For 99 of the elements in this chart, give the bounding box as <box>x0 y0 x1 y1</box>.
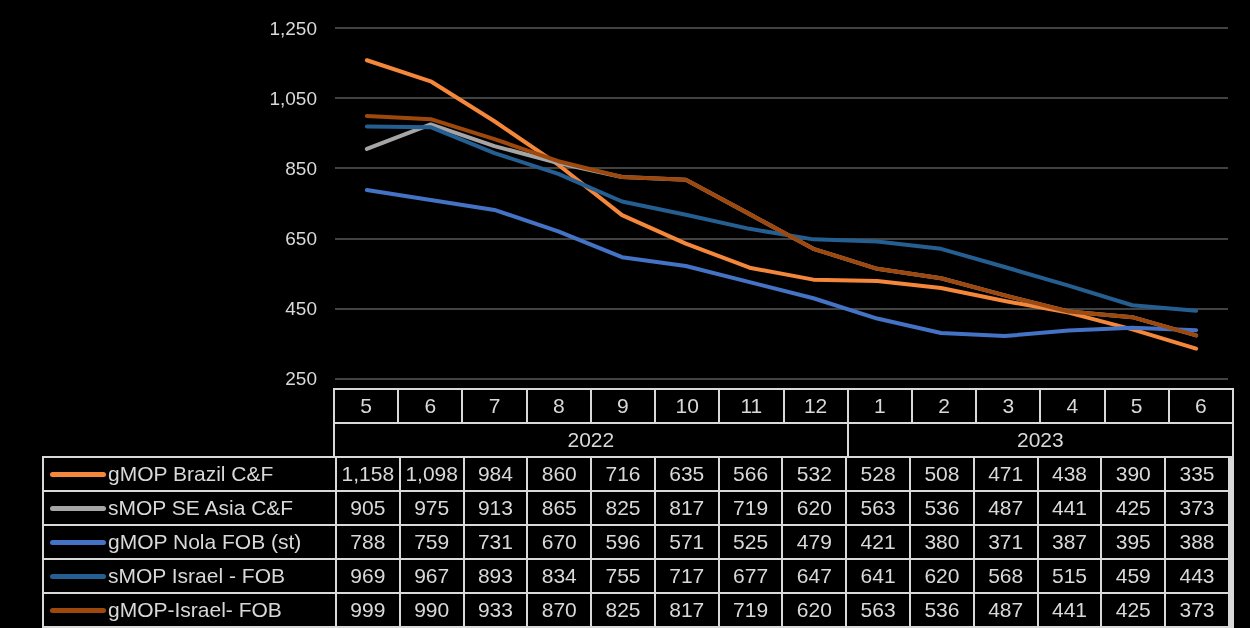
data-label: 515 <box>1038 560 1101 592</box>
data-label: 532 <box>783 458 846 490</box>
x-tick-label: 12 <box>784 390 847 422</box>
y-tick-label: 1,250 <box>269 17 317 39</box>
data-label: 755 <box>592 560 654 592</box>
x-tick-label: 3 <box>977 390 1040 422</box>
data-label: 571 <box>655 526 718 558</box>
data-label: 441 <box>1038 492 1101 524</box>
x-tick-label: 2 <box>912 390 976 422</box>
x-tick-label: 11 <box>720 390 783 422</box>
data-label: 913 <box>464 492 527 524</box>
x-tick-label: 9 <box>591 390 655 422</box>
data-label: 817 <box>655 492 718 524</box>
x-tick-label: 6 <box>399 390 462 422</box>
x-tick-label: 5 <box>1105 390 1168 422</box>
data-label: 387 <box>1038 526 1101 558</box>
x-tick-label: 4 <box>1041 390 1104 422</box>
data-label: 528 <box>847 458 910 490</box>
data-label: 563 <box>847 594 910 626</box>
data-label: 933 <box>464 594 527 626</box>
text: 2023 <box>848 424 1232 456</box>
data-label: 731 <box>464 526 527 558</box>
data-label: 395 <box>1102 526 1165 558</box>
data-label: 443 <box>1166 560 1228 592</box>
data-label: 1,158 <box>337 458 399 490</box>
data-label: 825 <box>592 492 654 524</box>
data-label: 373 <box>1166 492 1228 524</box>
x-tick-label: 10 <box>656 390 719 422</box>
data-label: 487 <box>974 492 1037 524</box>
x-tick-label: 8 <box>527 390 590 422</box>
data-label: 999 <box>337 594 399 626</box>
y-tick-label: 850 <box>285 157 317 179</box>
data-label: 390 <box>1102 458 1165 490</box>
x-tick-label: 5 <box>335 390 398 422</box>
data-label: 525 <box>719 526 782 558</box>
data-label: 536 <box>911 492 973 524</box>
data-label: 719 <box>719 594 782 626</box>
legend-label: gMOP-Israel- FOB <box>108 598 282 622</box>
data-label: 373 <box>1166 594 1228 626</box>
data-label: 441 <box>1038 594 1101 626</box>
x-tick-label: 7 <box>463 390 526 422</box>
data-label: 425 <box>1102 594 1165 626</box>
data-label: 647 <box>783 560 846 592</box>
data-label: 870 <box>528 594 591 626</box>
data-label: 508 <box>911 458 973 490</box>
data-label: 421 <box>847 526 910 558</box>
data-label: 967 <box>400 560 463 592</box>
data-label: 717 <box>655 560 718 592</box>
y-tick-label: 450 <box>285 297 317 319</box>
data-label: 620 <box>911 560 973 592</box>
data-label: 620 <box>783 492 846 524</box>
data-label: 566 <box>719 458 782 490</box>
data-label: 905 <box>337 492 399 524</box>
data-label: 788 <box>337 526 399 558</box>
data-label: 670 <box>528 526 591 558</box>
data-label: 759 <box>400 526 463 558</box>
data-label: 568 <box>974 560 1037 592</box>
data-label: 487 <box>974 594 1037 626</box>
data-label: 380 <box>911 526 973 558</box>
text: 2022 <box>335 424 847 456</box>
data-label: 969 <box>337 560 399 592</box>
y-tick-label: 1,050 <box>269 87 317 109</box>
line-series <box>364 58 1199 351</box>
data-label: 438 <box>1038 458 1101 490</box>
data-label: 635 <box>655 458 718 490</box>
data-label: 596 <box>592 526 654 558</box>
data-label: 563 <box>847 492 910 524</box>
data-label: 677 <box>719 560 782 592</box>
data-label: 620 <box>783 594 846 626</box>
data-label: 479 <box>783 526 846 558</box>
legend-label: sMOP Israel - FOB <box>108 564 285 588</box>
data-label: 834 <box>528 560 591 592</box>
data-label: 425 <box>1102 492 1165 524</box>
data-label: 1,098 <box>400 458 463 490</box>
data-label: 388 <box>1166 526 1228 558</box>
data-label: 860 <box>528 458 591 490</box>
data-label: 893 <box>464 560 527 592</box>
data-label: 975 <box>400 492 463 524</box>
line-series <box>364 187 1199 339</box>
data-label: 825 <box>592 594 654 626</box>
y-tick-label: 650 <box>285 227 317 249</box>
data-label: 716 <box>592 458 654 490</box>
y-tick-label: 250 <box>285 368 317 389</box>
data-label: 990 <box>400 594 463 626</box>
data-label: 984 <box>464 458 527 490</box>
data-label: 335 <box>1166 458 1228 490</box>
data-label: 641 <box>847 560 910 592</box>
x-tick-label: 6 <box>1169 390 1232 422</box>
legend-label: gMOP Brazil C&F <box>108 462 274 486</box>
data-label: 536 <box>911 594 973 626</box>
x-tick-label: 1 <box>848 390 911 422</box>
data-label: 817 <box>655 594 718 626</box>
data-label: 865 <box>528 492 591 524</box>
data-label: 471 <box>974 458 1037 490</box>
data-label: 371 <box>974 526 1037 558</box>
data-label: 459 <box>1102 560 1165 592</box>
data-label: 719 <box>719 492 782 524</box>
legend-label: sMOP SE Asia C&F <box>108 496 294 520</box>
legend-label: gMOP Nola FOB (st) <box>108 530 302 554</box>
